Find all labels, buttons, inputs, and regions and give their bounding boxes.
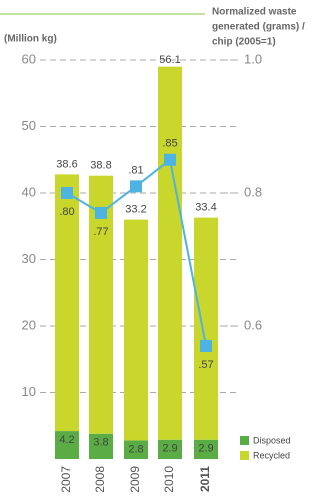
x-tick-label: 2008 <box>93 466 107 493</box>
x-tick-label: 2011 <box>198 466 212 492</box>
y2-tick-label: 0.8 <box>244 184 262 199</box>
bar-segment <box>124 219 148 441</box>
data-label: 2.9 <box>162 443 177 455</box>
data-label: .57 <box>198 359 213 371</box>
y2-tick-label: 0.6 <box>244 317 262 332</box>
data-label: 3.8 <box>93 437 108 449</box>
data-label: 4.2 <box>59 434 74 446</box>
data-label: 38.6 <box>56 158 77 170</box>
y-tick-label: 40 <box>22 184 36 199</box>
data-label: 33.4 <box>195 202 216 214</box>
data-label: 33.2 <box>125 204 146 216</box>
y-tick-label: 10 <box>22 384 36 399</box>
y2-axis-title: generated (grams) / <box>212 22 305 33</box>
legend-label: Disposed <box>253 435 291 445</box>
marker <box>164 153 176 166</box>
data-label: 2.9 <box>198 443 213 455</box>
marker <box>200 339 212 352</box>
y2-axis-title: Normalized waste <box>212 7 297 18</box>
data-label: 38.8 <box>90 160 111 172</box>
y-tick-label: 20 <box>22 317 36 332</box>
bar-segment <box>158 66 182 440</box>
y-axis-title: (Million kg) <box>4 34 57 45</box>
data-label: .77 <box>93 226 108 238</box>
x-tick-label: 2009 <box>128 466 142 493</box>
bar-segment <box>55 431 79 459</box>
y2-axis-title: chip (2005=1) <box>212 37 276 48</box>
y2-tick-label: 1.0 <box>244 51 262 66</box>
bar-segment <box>194 217 218 440</box>
y-tick-label: 30 <box>22 251 36 266</box>
x-tick-label: 2010 <box>162 466 176 493</box>
legend-swatch <box>240 451 249 460</box>
data-label: .80 <box>59 206 74 218</box>
marker <box>61 187 73 199</box>
y-tick-label: 50 <box>22 118 36 133</box>
data-label: .85 <box>162 138 177 150</box>
marker <box>130 180 142 193</box>
bar-segment <box>89 433 113 459</box>
data-label: .81 <box>128 164 143 176</box>
data-label: 2.8 <box>128 443 143 455</box>
data-label: 56.1 <box>159 54 180 66</box>
bar-segment <box>158 439 182 459</box>
bar-segment <box>194 439 218 459</box>
y-tick-label: 60 <box>22 51 36 66</box>
x-tick-label: 2007 <box>59 466 73 493</box>
marker <box>95 206 107 219</box>
bar-segment <box>124 440 148 459</box>
legend-label: Recycled <box>253 450 290 460</box>
bar-segment <box>55 174 79 432</box>
legend-swatch <box>240 436 249 445</box>
